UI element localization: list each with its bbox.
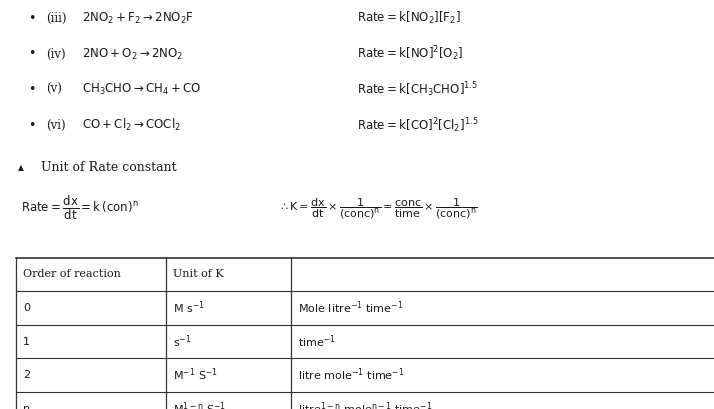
Text: $\mathrm{M^{1-n}\ S^{-1}}$: $\mathrm{M^{1-n}\ S^{-1}}$: [173, 400, 226, 409]
Text: n: n: [23, 404, 30, 409]
Text: $\therefore\mathrm{K=\dfrac{dx}{dt}\times\dfrac{1}{(conc)^n}=\dfrac{conc}{time}\: $\therefore\mathrm{K=\dfrac{dx}{dt}\time…: [278, 196, 478, 221]
Text: Unit of Rate constant: Unit of Rate constant: [41, 161, 177, 174]
Text: $\mathrm{Rate=k}\left[\mathrm{NO}_2\right]\left[\mathrm{F}_2\right]$: $\mathrm{Rate=k}\left[\mathrm{NO}_2\righ…: [357, 10, 461, 27]
Text: •: •: [29, 12, 36, 25]
Text: (iii): (iii): [46, 12, 67, 25]
Text: (iv): (iv): [46, 47, 66, 61]
Text: $\mathrm{litre\ mole^{-1}\ time^{-1}}$: $\mathrm{litre\ mole^{-1}\ time^{-1}}$: [298, 367, 404, 383]
Text: 0: 0: [23, 303, 30, 313]
Bar: [16, 258, 714, 409]
Text: $\mathrm{M\ s^{-1}}$: $\mathrm{M\ s^{-1}}$: [173, 300, 205, 316]
Text: $\mathrm{time^{-1}}$: $\mathrm{time^{-1}}$: [298, 333, 336, 350]
Text: (v): (v): [46, 83, 62, 96]
Text: $\mathrm{M^{-1}\ S^{-1}}$: $\mathrm{M^{-1}\ S^{-1}}$: [173, 367, 218, 383]
Text: •: •: [29, 119, 36, 132]
Text: •: •: [29, 47, 36, 61]
Text: $\mathrm{Rate=k}\left[\mathrm{CH_3CHO}\right]^{1.5}$: $\mathrm{Rate=k}\left[\mathrm{CH_3CHO}\r…: [357, 80, 478, 99]
Text: $\mathrm{Rate=\dfrac{dx}{dt}=k\,(con)^n}$: $\mathrm{Rate=\dfrac{dx}{dt}=k\,(con)^n}…: [21, 195, 139, 222]
Text: $\mathrm{Rate=k}\left[\mathrm{CO}\right]^2\left[\mathrm{Cl_2}\right]^{1.5}$: $\mathrm{Rate=k}\left[\mathrm{CO}\right]…: [357, 116, 478, 135]
Text: •: •: [29, 83, 36, 96]
Text: 1: 1: [23, 337, 30, 346]
Text: $2\mathrm{NO}_2+\mathrm{F}_2\rightarrow 2\mathrm{NO}_2\mathrm{F}$: $2\mathrm{NO}_2+\mathrm{F}_2\rightarrow …: [82, 11, 194, 26]
Text: Unit of K: Unit of K: [173, 270, 223, 279]
Text: $\mathrm{Mole\ litre^{-1}\ time^{-1}}$: $\mathrm{Mole\ litre^{-1}\ time^{-1}}$: [298, 300, 403, 316]
Text: $\mathrm{CO+Cl_2}\rightarrow\mathrm{COCl_2}$: $\mathrm{CO+Cl_2}\rightarrow\mathrm{COCl…: [82, 117, 181, 133]
Text: $\mathrm{Rate=k}\left[\mathrm{NO}\right]^2\left[\mathrm{O}_2\right]$: $\mathrm{Rate=k}\left[\mathrm{NO}\right]…: [357, 45, 463, 63]
Text: (vi): (vi): [46, 119, 66, 132]
Text: $\mathrm{litre^{1-n}\ mole^{n-1}\ time^{-1}}$: $\mathrm{litre^{1-n}\ mole^{n-1}\ time^{…: [298, 400, 432, 409]
Text: $\mathrm{CH_3CHO}\rightarrow\mathrm{CH_4+CO}$: $\mathrm{CH_3CHO}\rightarrow\mathrm{CH_4…: [82, 82, 201, 97]
Text: $\mathrm{s^{-1}}$: $\mathrm{s^{-1}}$: [173, 333, 191, 350]
Text: ▲: ▲: [19, 163, 24, 172]
Text: 2: 2: [23, 370, 30, 380]
Text: Order of reaction: Order of reaction: [23, 270, 121, 279]
Text: $2\mathrm{NO}+\mathrm{O}_2\rightarrow 2\mathrm{NO}_2$: $2\mathrm{NO}+\mathrm{O}_2\rightarrow 2\…: [82, 47, 183, 61]
